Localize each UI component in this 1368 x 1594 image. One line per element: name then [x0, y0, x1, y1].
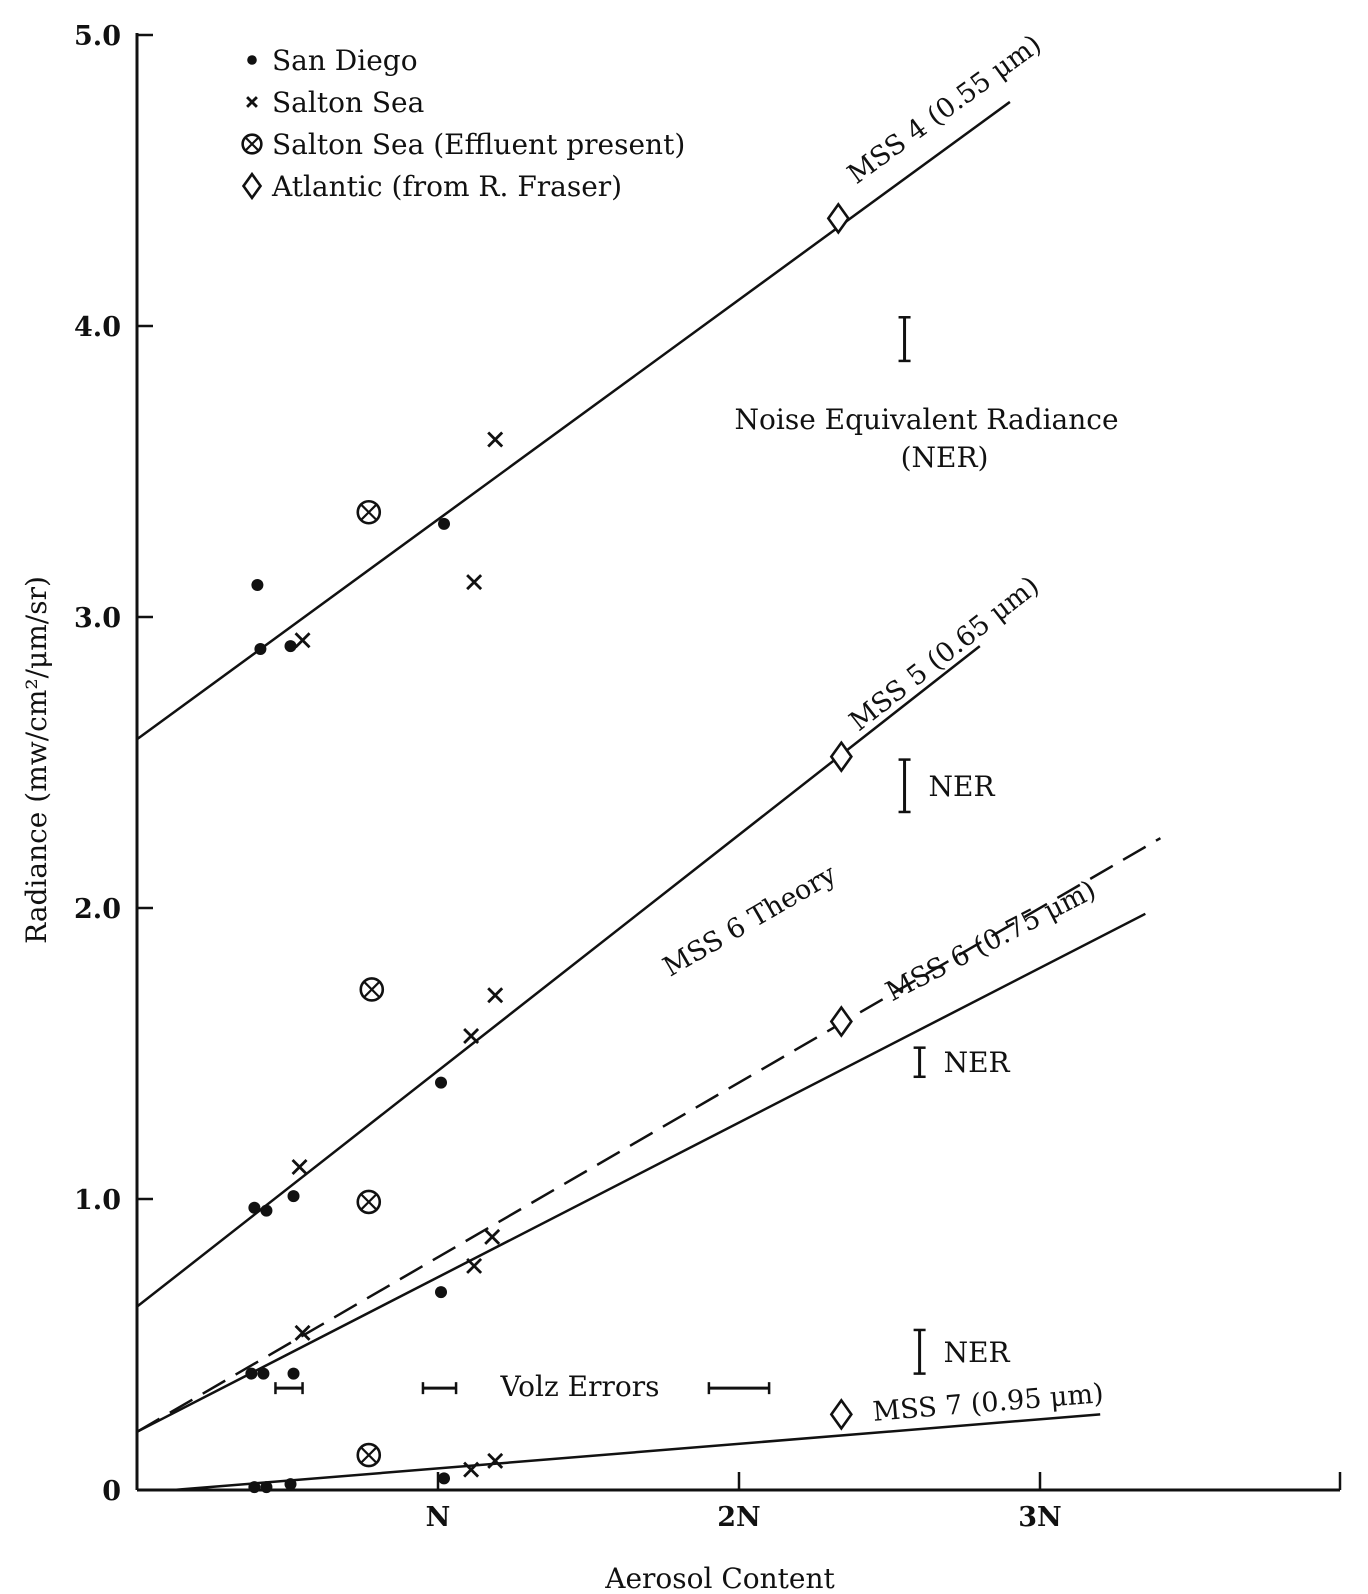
- dot-point: [251, 578, 264, 591]
- diamond-point: [829, 1398, 853, 1431]
- y-tick-label: 5.0: [74, 21, 121, 52]
- fit-line-label: MSS 7 (0.95 μm): [872, 1378, 1105, 1428]
- dot-point: [287, 1367, 300, 1380]
- diamond-point: [829, 740, 853, 773]
- y-tick-label: 3.0: [74, 603, 121, 634]
- ner-label: NER: [944, 1046, 1011, 1079]
- circle-cross-point-cross: [360, 1193, 378, 1211]
- y-tick-label: 2.0: [74, 894, 121, 925]
- legend-cross-marker: [246, 96, 258, 108]
- y-axis-title: Radiance (mw/cm²/μm/sr): [20, 576, 53, 944]
- fit-line-label: MSS 6 (0.75 μm): [881, 875, 1101, 1008]
- legend-label: San Diego: [272, 44, 418, 77]
- dot-point: [254, 643, 267, 656]
- dot-point: [435, 1286, 448, 1299]
- circle-cross-point-cross: [363, 980, 381, 999]
- fit-lines: MSS 4 (0.55 μm)MSS 5 (0.65 μm)MSS 6 Theo…: [136, 29, 1162, 1492]
- axes: [135, 33, 1342, 1492]
- ticks: 0 1.0 2.0 3.0 4.0 5.0 N 2N 3N: [74, 21, 1062, 1533]
- dot-point: [260, 1481, 273, 1494]
- circle-cross-point-cross: [360, 1446, 378, 1464]
- fit-line: [173, 1413, 1101, 1492]
- dot-point: [435, 1076, 448, 1089]
- dot-point: [248, 1201, 261, 1214]
- legend: San Diego Salton Sea Salton Sea (Effluent …: [241, 44, 685, 203]
- dot-point: [257, 1367, 270, 1380]
- fit-line: [136, 912, 1146, 1433]
- cross-point: [291, 1159, 308, 1175]
- x-axis-title: Aerosol Content: [604, 1562, 835, 1594]
- dot-point: [260, 1204, 273, 1217]
- legend-label: Salton Sea (Effluent present): [272, 128, 685, 161]
- ner-label: (NER): [901, 441, 989, 474]
- cross-point: [294, 632, 311, 649]
- dot-point: [248, 1481, 261, 1494]
- y-tick-label: 1.0: [74, 1185, 121, 1216]
- dot-point: [245, 1367, 258, 1380]
- cross-point: [294, 1324, 311, 1341]
- diamond-point: [826, 202, 850, 235]
- dot-point: [284, 640, 297, 653]
- ner-label: NER: [929, 770, 996, 803]
- legend-dot-marker: [247, 55, 257, 65]
- volz-error-bars: [274, 1382, 771, 1395]
- fit-line: [136, 837, 1162, 1433]
- ner-label: NER: [944, 1336, 1011, 1369]
- x-tick-label: N: [426, 1502, 451, 1533]
- dot-point: [287, 1190, 300, 1203]
- legend-label: Salton Sea: [272, 86, 424, 119]
- fit-line-label: MSS 5 (0.65 μm): [844, 570, 1045, 737]
- x-tick-label: 2N: [717, 1502, 760, 1533]
- ner-label: Noise Equivalent Radiance: [735, 403, 1119, 436]
- y-tick-label: 0: [102, 1476, 121, 1507]
- y-tick-label: 4.0: [74, 312, 121, 343]
- dot-point: [438, 1472, 451, 1485]
- fit-line: [136, 100, 1011, 741]
- cross-point: [487, 431, 504, 448]
- circle-cross-point-cross: [360, 503, 378, 521]
- legend-circle-cross-marker-cross: [244, 136, 260, 152]
- diamond-point: [829, 1005, 853, 1038]
- cross-point: [463, 1461, 480, 1478]
- cross-point: [463, 1028, 480, 1045]
- cross-point: [484, 1228, 501, 1245]
- cross-point: [466, 1257, 483, 1274]
- legend-diamond-marker: [241, 171, 263, 201]
- cross-point: [487, 987, 504, 1004]
- volz-errors-label: Volz Errors: [500, 1370, 660, 1403]
- x-tick-label: 3N: [1018, 1502, 1061, 1533]
- cross-point: [466, 574, 483, 591]
- data-points: [245, 202, 853, 1494]
- dot-point: [284, 1478, 297, 1491]
- legend-label: Atlantic (from R. Fraser): [271, 170, 622, 203]
- fit-line-label: MSS 4 (0.55 μm): [842, 29, 1047, 190]
- dot-point: [438, 517, 451, 530]
- ner-bars: Noise Equivalent Radiance (NER) NER NER NER: [735, 316, 1119, 1375]
- cross-point: [487, 1452, 504, 1469]
